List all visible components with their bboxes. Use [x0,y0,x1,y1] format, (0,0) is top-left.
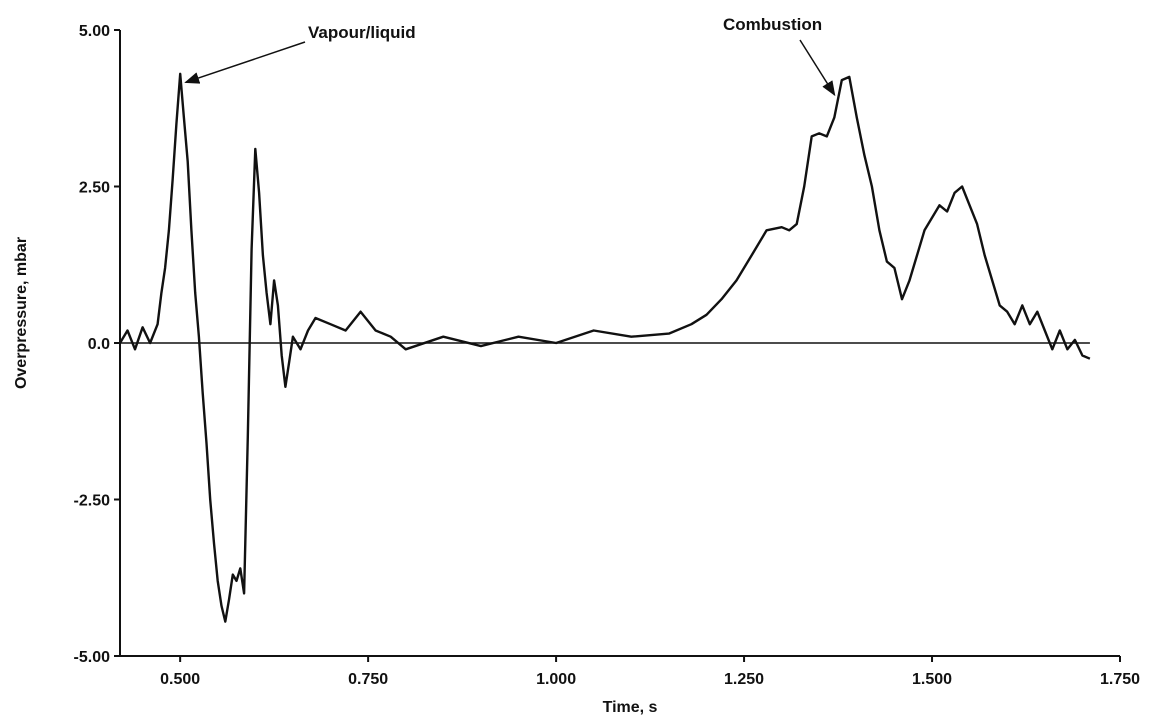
x-tick-label: 1.000 [536,671,576,688]
annotation-arrow [799,39,836,97]
y-tick-label: 2.50 [79,180,110,197]
annotation-label: Combustion [723,15,822,34]
annotation-arrow [184,41,306,84]
x-tick-label: 1.500 [912,671,952,688]
x-tick-label: 1.250 [724,671,764,688]
x-tick-label: 0.750 [348,671,388,688]
annotations: Vapour/liquid Combustion [184,15,836,97]
y-tick-label: -2.50 [74,493,111,510]
x-tick-label: 1.750 [1100,671,1140,688]
annotation-label: Vapour/liquid [308,23,416,42]
y-axis-title: Overpressure, mbar [13,237,30,389]
x-tick-label: 0.500 [160,671,200,688]
y-tick-label: 5.00 [79,23,110,40]
x-axis-title: Time, s [603,699,658,716]
series-line [118,72,1091,623]
y-tick-label: 0.0 [88,336,110,353]
y-tick-label: -5.00 [74,649,111,666]
series-layer [118,72,1091,623]
axes [119,30,1120,657]
ticks: 5.00 2.50 0.0 -2.50 -5.00 0.500 0.750 1.000 1.25… [74,23,1141,688]
